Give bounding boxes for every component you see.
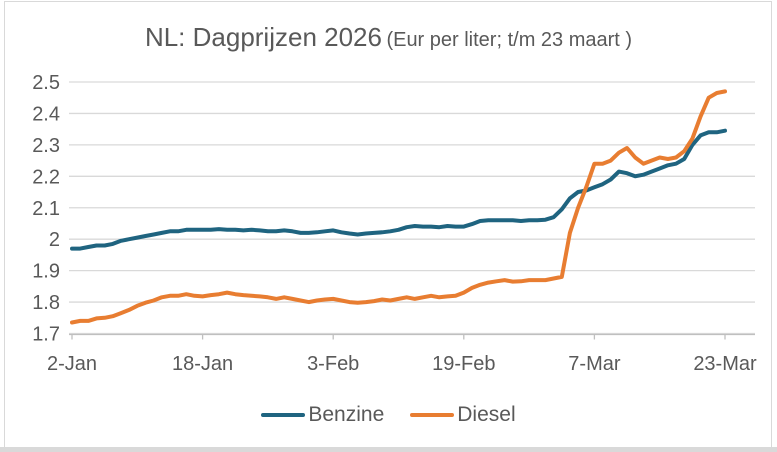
x-axis-label: 23-Mar	[693, 353, 757, 375]
legend-label-diesel: Diesel	[457, 403, 516, 426]
y-axis-label: 2	[49, 229, 60, 251]
chart-legend: Benzine Diesel	[0, 403, 777, 427]
x-axis-label: 3-Feb	[307, 353, 359, 375]
y-axis-label: 1.7	[32, 324, 60, 346]
series-line-benzine	[70, 128, 727, 251]
bottom-edge-bar	[0, 447, 777, 452]
y-axis-label: 1.8	[32, 292, 60, 314]
x-axis-label: 7-Mar	[568, 353, 621, 375]
chart-title-main: NL: Dagprijzen 2026	[144, 22, 382, 52]
y-axis-label: 2.4	[32, 103, 60, 125]
x-axis-label: 18-Jan	[172, 353, 233, 375]
y-axis-label: 2.3	[32, 135, 60, 157]
diesel-line-swatch	[410, 412, 455, 418]
series-line-diesel	[70, 89, 727, 325]
y-axis-label: 1.9	[32, 261, 60, 283]
legend-item-diesel: Diesel	[410, 403, 516, 427]
y-axis-label: 2.2	[32, 166, 60, 188]
legend-label-benzine: Benzine	[308, 403, 385, 426]
chart-title-subtitle: (Eur per liter; t/m 23 maart )	[386, 29, 633, 51]
legend-item-benzine: Benzine	[261, 403, 384, 427]
x-axis-label: 2-Jan	[47, 353, 97, 375]
y-axis-label: 2.1	[32, 198, 60, 220]
x-axis-label: 19-Feb	[432, 353, 495, 375]
benzine-line-swatch	[261, 412, 306, 418]
y-axis-label: 2.5	[32, 72, 60, 94]
chart-title: NL: Dagprijzen 2026 (Eur per liter; t/m …	[0, 22, 777, 53]
